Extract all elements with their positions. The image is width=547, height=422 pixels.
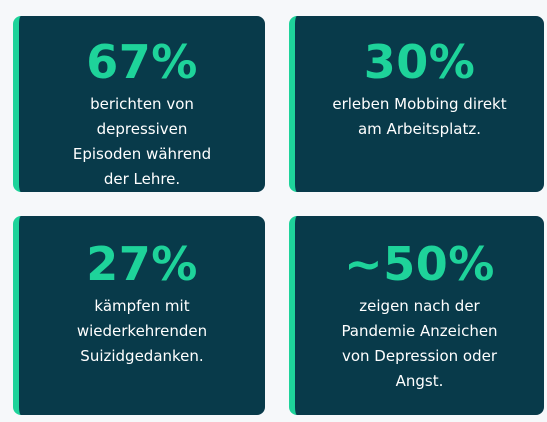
stat-card-suicidal-thoughts: 27% kämpfen mit wiederkehrenden Suizidge… [13,216,265,415]
stat-value: ~50% [344,237,495,291]
stat-value: 67% [86,35,198,89]
stat-description: berichten von depressiven Episoden währe… [72,95,212,188]
stat-card-mobbing: 30% erleben Mobbing direkt am Arbeitspla… [289,16,544,192]
stat-description: zeigen nach der Pandemie Anzeichen von D… [341,297,498,390]
stat-value: 27% [86,237,198,291]
stat-card-pandemic: ~50% zeigen nach der Pandemie Anzeichen … [289,216,544,415]
stat-description: erleben Mobbing direkt am Arbeitsplatz. [332,95,507,138]
stat-value: 30% [363,35,476,89]
stat-card-depression: 67% berichten von depressiven Episoden w… [13,16,265,192]
stat-description: kämpfen mit wiederkehrenden Suizidgedank… [76,297,208,365]
